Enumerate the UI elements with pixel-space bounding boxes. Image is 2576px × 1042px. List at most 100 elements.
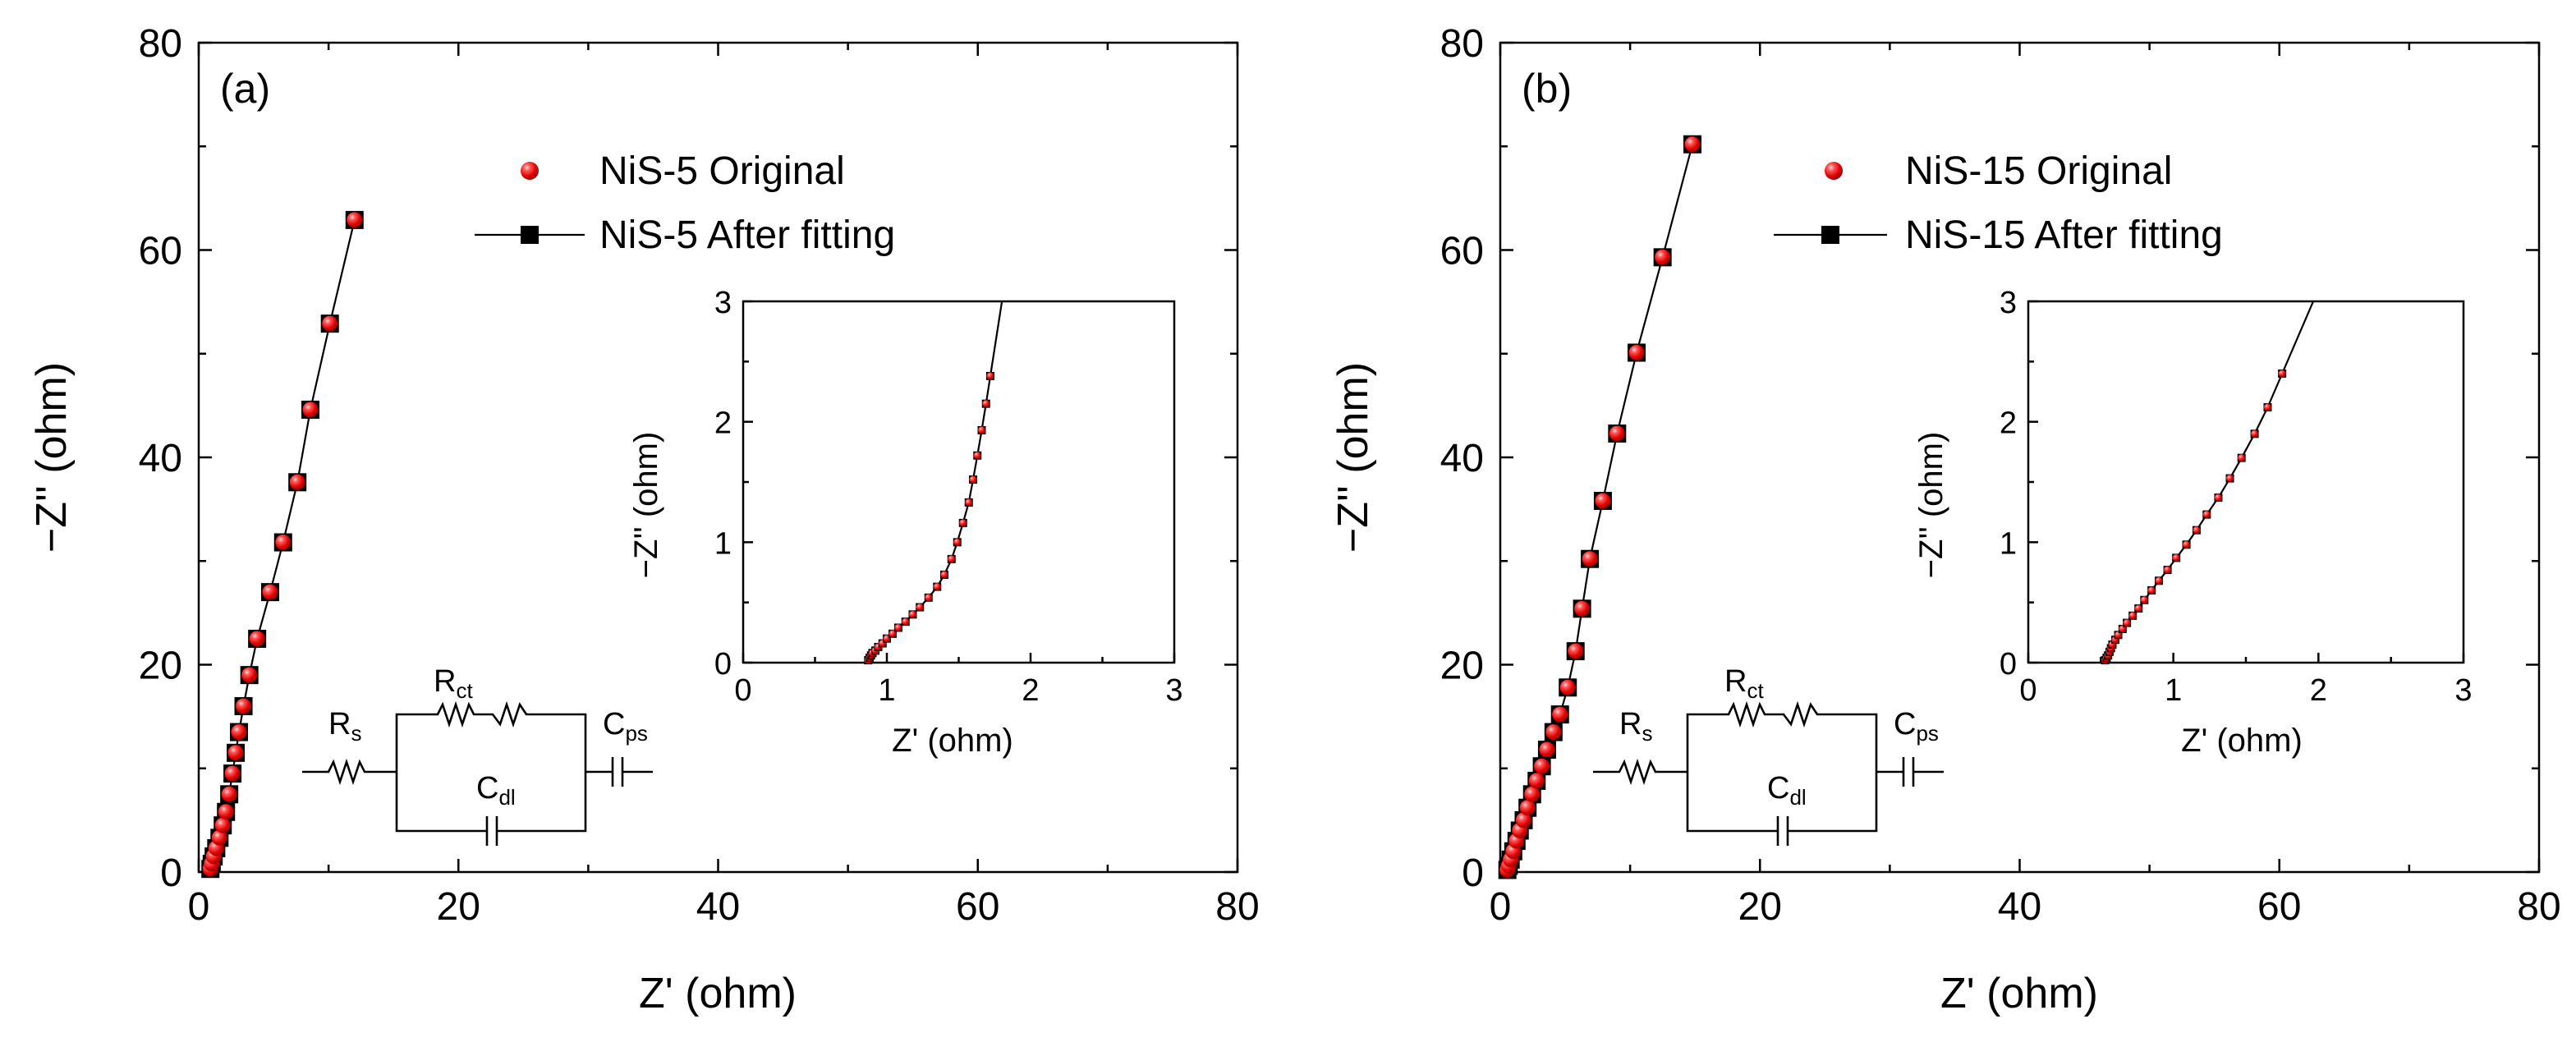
- inset-plot: 0 1 2 3 0 1 2 3 Z' (ohm) −Z'' (ohm): [628, 286, 1183, 759]
- original-point: [249, 631, 265, 647]
- inset-original-point: [2134, 604, 2142, 613]
- original-point: [275, 535, 292, 551]
- inset-original-point: [986, 372, 994, 380]
- circuit-label-cps: Cps: [603, 707, 648, 746]
- inset-original-point: [2193, 526, 2201, 535]
- x-tick-label: 60: [956, 885, 999, 929]
- x-tick-label: 20: [1738, 885, 1782, 929]
- circuit-label-rs: Rs: [328, 707, 361, 746]
- inset-original-point: [916, 604, 924, 612]
- inset-original-point: [2172, 553, 2180, 562]
- inset-tick-labels: 0 1 2 3 0 1 2 3: [2000, 286, 2473, 708]
- original-point: [224, 765, 241, 782]
- data-points: [1498, 135, 1702, 879]
- inset-original-point: [2183, 540, 2191, 549]
- circuit-label-cdl: Cdl: [1767, 771, 1807, 810]
- inset-plot: 0 1 2 3 0 1 2 3 Z' (ohm) −Z'' (ohm): [1913, 286, 2473, 759]
- inset-original-point: [940, 571, 948, 579]
- y-tick-label: 40: [1440, 437, 1484, 480]
- circuit-label-rs: Rs: [1619, 707, 1652, 746]
- inset-original-point: [2128, 612, 2137, 620]
- inset-original-point: [2155, 576, 2163, 585]
- original-point: [1574, 600, 1591, 617]
- original-point: [1515, 812, 1531, 829]
- original-point: [1545, 724, 1562, 741]
- original-point: [1552, 706, 1568, 723]
- inset-axis-ticks: [2027, 300, 2465, 664]
- circuit-wiring: [1593, 700, 1944, 833]
- inset-x-tick-label: 1: [878, 673, 895, 708]
- inset-original-point: [2202, 511, 2211, 519]
- inset-original-point: [2115, 631, 2123, 639]
- original-point: [1524, 786, 1541, 802]
- inset-original-point: [889, 630, 897, 638]
- y-tick-label: 40: [139, 437, 182, 480]
- inset-frame: [742, 300, 1176, 664]
- inset-original-point: [982, 400, 990, 408]
- original-point: [214, 817, 231, 833]
- inset-original-point: [2251, 429, 2259, 438]
- y-tick-label: 80: [139, 22, 182, 66]
- x-axis-title: Z' (ohm): [639, 970, 797, 1017]
- inset-original-point: [2123, 619, 2131, 627]
- inset-original-point: [2147, 586, 2156, 594]
- original-point: [1539, 741, 1555, 758]
- original-point: [1595, 493, 1611, 509]
- y-tick-label: 20: [139, 645, 182, 688]
- inset-original-point: [2164, 566, 2172, 574]
- equivalent-circuit: Rs Rct Cdl Cps: [1593, 664, 1944, 846]
- inset-x-tick-label: 2: [2310, 673, 2327, 708]
- original-point: [221, 786, 237, 802]
- original-point: [1568, 643, 1584, 659]
- original-point: [241, 667, 258, 683]
- original-point: [322, 315, 338, 332]
- y-axis-title: −Z'' (ohm): [28, 362, 76, 553]
- axis-ticks: [1499, 41, 2541, 874]
- original-point: [218, 804, 234, 820]
- x-tick-label: 80: [1215, 885, 1259, 929]
- inset-y-tick-label: 1: [2000, 526, 2017, 561]
- inset-original-point: [948, 555, 956, 563]
- inset-original-point: [909, 610, 916, 618]
- inset-y-tick-label: 0: [714, 647, 732, 682]
- inset-original-point: [953, 538, 962, 546]
- x-tick-label: 0: [1490, 885, 1512, 929]
- inset-y-tick-label: 2: [714, 406, 732, 441]
- x-tick-label: 40: [696, 885, 740, 929]
- y-tick-label: 80: [1440, 22, 1484, 66]
- original-point: [289, 474, 305, 490]
- original-point: [1582, 551, 1598, 567]
- inset-original-point: [965, 498, 973, 507]
- original-point: [1655, 249, 1671, 265]
- circuit-label-cps: Cps: [1894, 707, 1939, 746]
- original-point: [1609, 425, 1625, 442]
- y-tick-label: 60: [139, 230, 182, 273]
- original-point: [262, 584, 278, 600]
- x-tick-label: 40: [1998, 885, 2041, 929]
- legend: NiS-5 Original NiS-5 After fitting: [475, 149, 895, 257]
- inset-original-point: [2278, 370, 2286, 378]
- inset-original-point: [959, 519, 967, 527]
- inset-original-point: [2119, 625, 2127, 633]
- legend-marker-fitting: [521, 226, 539, 244]
- inset-original-point: [2140, 596, 2148, 604]
- legend: NiS-15 Original NiS-15 After fitting: [1774, 149, 2223, 257]
- inset-y-axis-title: −Z'' (ohm): [628, 432, 664, 579]
- inset-original-point: [2226, 475, 2234, 483]
- panel-label: (b): [1522, 66, 1572, 112]
- x-tick-label: 60: [2257, 885, 2301, 929]
- equivalent-circuit: Rs Rct Cdl Cps: [302, 664, 653, 846]
- inset-original-point: [2264, 403, 2271, 411]
- inset-x-tick-label: 0: [2019, 673, 2036, 708]
- panel-label: (a): [220, 66, 270, 112]
- original-point: [1684, 136, 1701, 153]
- inset-original-point: [2238, 454, 2246, 462]
- y-tick-label: 20: [1440, 645, 1484, 688]
- data-points: [201, 210, 364, 879]
- y-tick-label: 0: [160, 852, 182, 895]
- inset-y-tick-label: 3: [714, 286, 732, 320]
- inset-tick-labels: 0 1 2 3 0 1 2 3: [714, 286, 1183, 708]
